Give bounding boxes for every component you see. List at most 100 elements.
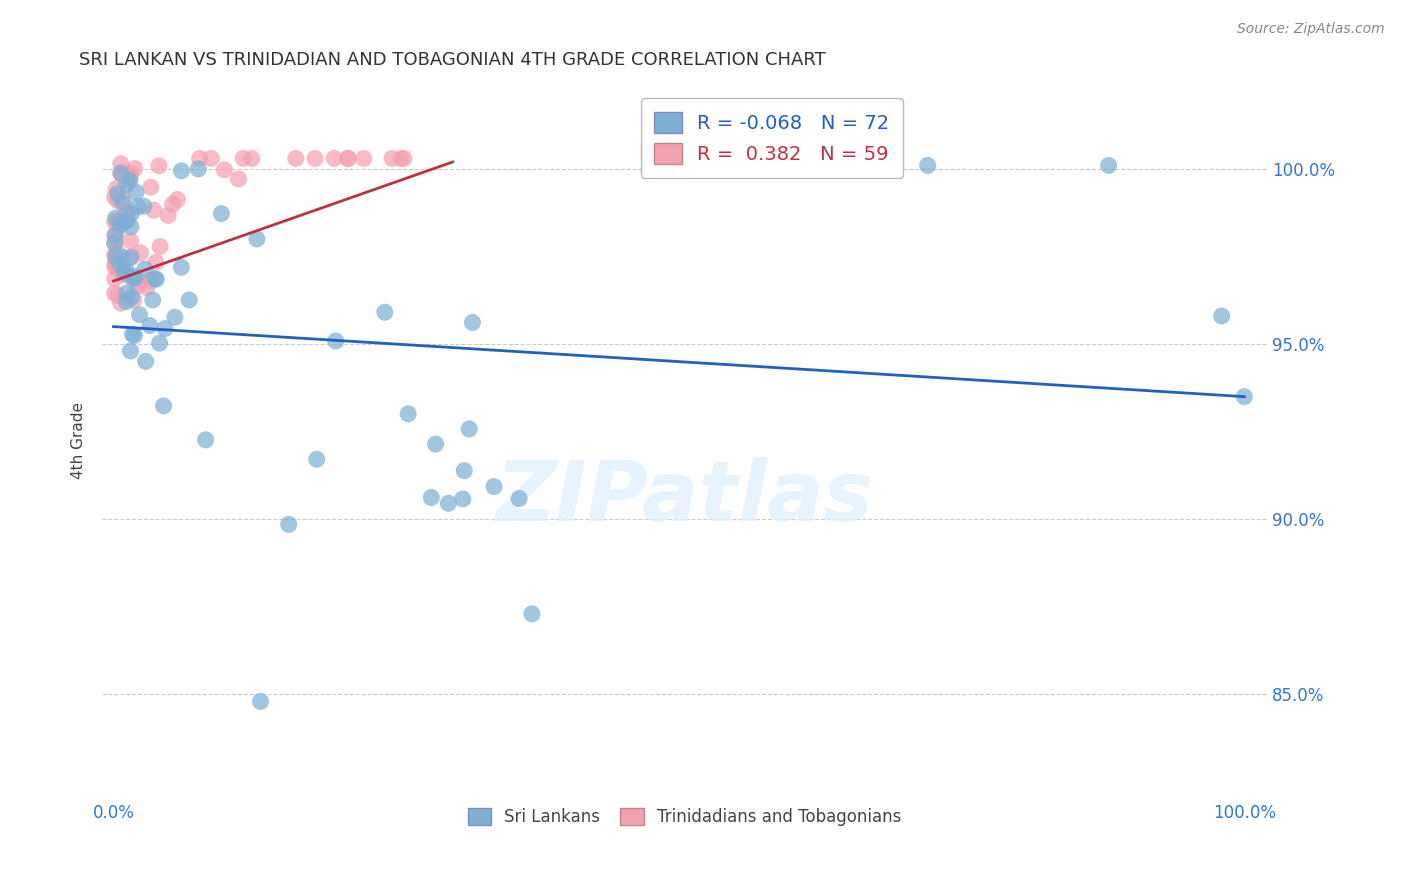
Point <box>105 214 128 228</box>
Point <box>170 163 193 178</box>
Point <box>520 607 543 621</box>
Point <box>120 343 142 358</box>
Point <box>163 310 186 325</box>
Point <box>142 293 165 307</box>
Point <box>110 167 132 181</box>
Point <box>120 166 142 180</box>
Point <box>392 152 415 166</box>
Legend: Sri Lankans, Trinidadians and Tobagonians: Sri Lankans, Trinidadians and Tobagonian… <box>460 799 910 834</box>
Point <box>104 286 127 301</box>
Point <box>139 274 162 288</box>
Point <box>114 214 136 228</box>
Point <box>120 170 142 185</box>
Point <box>120 219 142 234</box>
Point <box>112 268 135 282</box>
Point <box>120 234 142 248</box>
Point <box>228 172 250 186</box>
Point <box>118 173 141 187</box>
Point <box>139 318 162 333</box>
Point <box>149 239 172 253</box>
Point <box>107 194 129 208</box>
Point <box>162 197 184 211</box>
Point <box>142 203 165 218</box>
Point <box>104 227 127 242</box>
Point <box>381 152 404 166</box>
Point <box>111 195 134 210</box>
Point <box>110 296 132 310</box>
Point <box>132 199 155 213</box>
Point <box>145 272 167 286</box>
Point <box>246 232 269 246</box>
Point <box>148 336 170 351</box>
Point <box>122 293 145 307</box>
Point <box>214 162 236 177</box>
Point <box>122 269 145 284</box>
Point <box>232 152 254 166</box>
Point <box>128 308 150 322</box>
Point <box>209 206 232 220</box>
Point <box>374 305 396 319</box>
Point <box>179 293 201 307</box>
Point <box>120 250 142 264</box>
Point <box>104 190 127 204</box>
Point <box>240 152 263 166</box>
Point <box>104 250 127 264</box>
Point <box>336 152 359 166</box>
Point <box>104 271 127 285</box>
Point <box>437 496 460 510</box>
Point <box>187 161 209 176</box>
Point <box>110 156 132 170</box>
Point <box>111 191 134 205</box>
Point <box>117 205 139 219</box>
Point <box>104 235 127 250</box>
Point <box>120 206 142 220</box>
Point <box>122 272 145 286</box>
Point <box>114 262 136 277</box>
Point <box>325 334 347 348</box>
Point <box>104 257 127 271</box>
Point <box>108 213 131 227</box>
Point <box>166 193 188 207</box>
Point <box>458 422 481 436</box>
Text: ZIPatlas: ZIPatlas <box>496 458 873 539</box>
Point <box>129 245 152 260</box>
Point <box>482 479 505 493</box>
Point <box>1097 158 1119 172</box>
Point <box>353 152 375 166</box>
Point <box>107 288 129 302</box>
Point <box>396 407 419 421</box>
Text: SRI LANKAN VS TRINIDADIAN AND TOBAGONIAN 4TH GRADE CORRELATION CHART: SRI LANKAN VS TRINIDADIAN AND TOBAGONIAN… <box>79 51 825 69</box>
Point <box>420 491 443 505</box>
Point <box>135 280 157 294</box>
Point <box>115 213 138 227</box>
Point <box>1233 390 1256 404</box>
Point <box>128 274 150 288</box>
Point <box>453 464 475 478</box>
Y-axis label: 4th Grade: 4th Grade <box>72 402 86 479</box>
Point <box>188 152 211 166</box>
Text: Source: ZipAtlas.com: Source: ZipAtlas.com <box>1237 22 1385 37</box>
Point <box>121 290 143 304</box>
Point <box>124 161 146 176</box>
Point <box>337 152 360 166</box>
Point <box>917 158 939 172</box>
Point <box>135 354 157 368</box>
Point <box>112 216 135 230</box>
Point <box>104 260 127 274</box>
Point <box>389 152 412 166</box>
Point <box>104 248 127 262</box>
Point <box>110 219 132 233</box>
Point <box>451 491 474 506</box>
Point <box>124 328 146 343</box>
Point <box>104 228 127 243</box>
Point <box>110 166 132 180</box>
Point <box>125 185 148 199</box>
Point <box>115 294 138 309</box>
Point <box>249 694 271 708</box>
Point <box>107 246 129 260</box>
Point <box>115 285 138 300</box>
Point <box>112 266 135 280</box>
Point <box>104 211 127 225</box>
Point <box>194 433 217 447</box>
Point <box>284 152 307 166</box>
